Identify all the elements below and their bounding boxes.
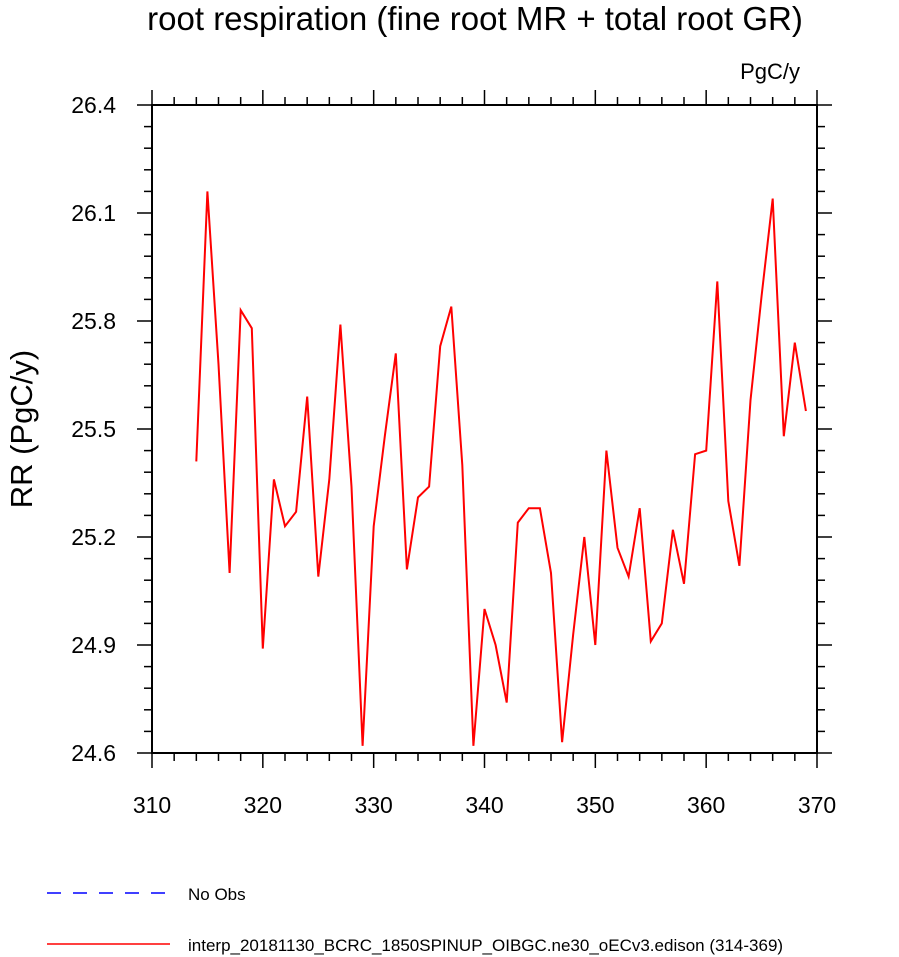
data-point bbox=[694, 453, 696, 455]
data-point bbox=[395, 352, 397, 354]
units-label: PgC/y bbox=[740, 59, 800, 84]
data-point bbox=[539, 507, 541, 509]
ticks-layer: 310 320 330 340 350 360 370 24.6 24.9 25.2 25.5 25.… bbox=[71, 90, 836, 818]
data-point bbox=[506, 702, 508, 704]
data-point bbox=[218, 363, 220, 365]
data-point bbox=[772, 198, 774, 200]
data-point bbox=[605, 450, 607, 452]
data-point bbox=[683, 583, 685, 585]
data-point bbox=[240, 309, 242, 311]
data-point bbox=[617, 547, 619, 549]
series-line-0 bbox=[195, 191, 807, 746]
data-point bbox=[561, 741, 563, 743]
data-point bbox=[306, 396, 308, 398]
chart-title: root respiration (fine root MR + total r… bbox=[147, 0, 803, 37]
plot-frame bbox=[151, 104, 818, 754]
data-point bbox=[273, 478, 275, 480]
data-point bbox=[428, 486, 430, 488]
data-point bbox=[262, 648, 264, 650]
data-point bbox=[384, 435, 386, 437]
data-point bbox=[373, 525, 375, 527]
data-point bbox=[351, 486, 353, 488]
data-point bbox=[528, 507, 530, 509]
y-tick-label: 24.6 bbox=[71, 740, 116, 766]
data-point bbox=[495, 644, 497, 646]
data-point bbox=[362, 745, 364, 747]
series-layer bbox=[195, 190, 807, 747]
y-tick-label: 26.1 bbox=[71, 200, 116, 226]
x-tick-label: 340 bbox=[465, 792, 503, 818]
data-point bbox=[661, 622, 663, 624]
data-point bbox=[639, 507, 641, 509]
y-tick-label: 25.5 bbox=[71, 416, 116, 442]
x-tick-label: 310 bbox=[133, 792, 171, 818]
data-point bbox=[750, 399, 752, 401]
data-point bbox=[295, 511, 297, 513]
data-point bbox=[406, 568, 408, 570]
data-point bbox=[251, 327, 253, 329]
data-point bbox=[328, 478, 330, 480]
data-point bbox=[805, 410, 807, 412]
data-point bbox=[206, 190, 208, 192]
data-point bbox=[517, 522, 519, 524]
data-point bbox=[783, 435, 785, 437]
data-point bbox=[317, 576, 319, 578]
data-point bbox=[761, 295, 763, 297]
data-point bbox=[572, 633, 574, 635]
data-point bbox=[716, 280, 718, 282]
data-point bbox=[484, 608, 486, 610]
x-tick-label: 370 bbox=[798, 792, 836, 818]
data-point bbox=[738, 565, 740, 567]
data-point bbox=[417, 496, 419, 498]
y-tick-label: 25.2 bbox=[71, 524, 116, 550]
data-point bbox=[594, 644, 596, 646]
data-point bbox=[339, 324, 341, 326]
y-tick-label: 26.4 bbox=[71, 92, 116, 118]
data-point bbox=[439, 345, 441, 347]
data-point bbox=[450, 306, 452, 308]
data-point bbox=[650, 640, 652, 642]
data-point bbox=[461, 464, 463, 466]
data-point bbox=[705, 450, 707, 452]
x-tick-label: 350 bbox=[576, 792, 614, 818]
data-point bbox=[672, 529, 674, 531]
x-tick-label: 330 bbox=[354, 792, 392, 818]
data-point bbox=[195, 460, 197, 462]
legend: No Obs interp_20181130_BCRC_1850SPINUP_OI… bbox=[47, 885, 783, 955]
data-point bbox=[229, 572, 231, 574]
data-point bbox=[794, 342, 796, 344]
data-point bbox=[284, 525, 286, 527]
data-point bbox=[727, 500, 729, 502]
y-tick-label: 25.8 bbox=[71, 308, 116, 334]
data-point bbox=[472, 745, 474, 747]
data-point bbox=[628, 576, 630, 578]
legend-label: interp_20181130_BCRC_1850SPINUP_OIBGC.ne… bbox=[188, 936, 783, 955]
data-point bbox=[550, 572, 552, 574]
x-tick-label: 320 bbox=[244, 792, 282, 818]
y-axis-label: RR (PgC/y) bbox=[4, 350, 39, 508]
y-tick-label: 24.9 bbox=[71, 632, 116, 658]
x-tick-label: 360 bbox=[687, 792, 725, 818]
legend-label: No Obs bbox=[188, 885, 246, 904]
data-point bbox=[583, 536, 585, 538]
